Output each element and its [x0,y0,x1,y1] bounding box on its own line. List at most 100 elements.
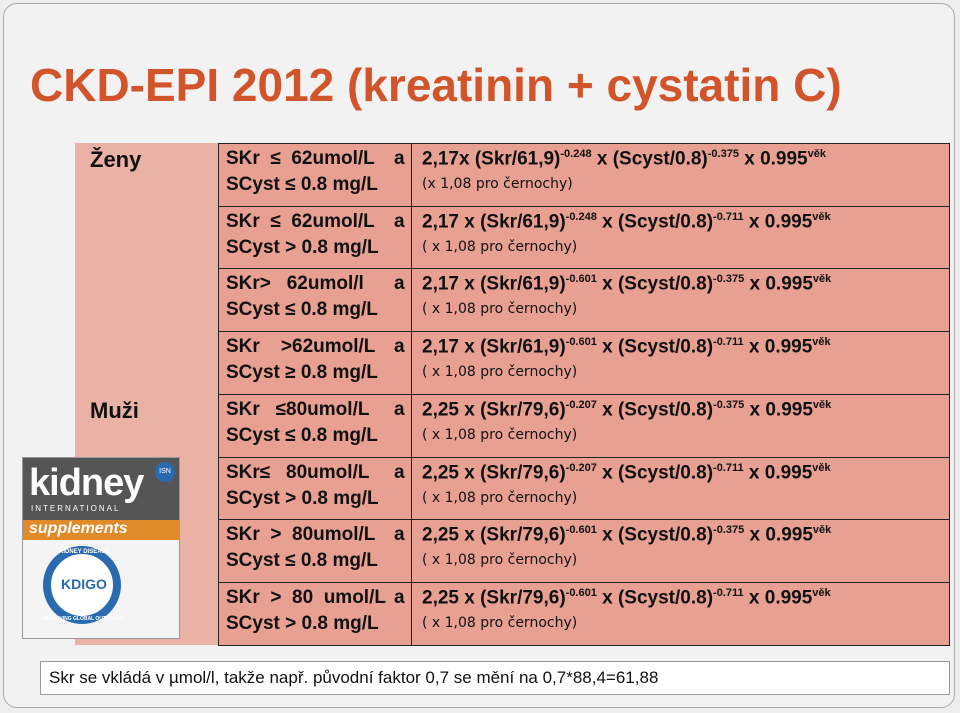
formula-part: x (Scyst/0.8) [596,461,714,483]
condition-2: SCyst ≤ 0.8 mg/L [226,424,378,446]
cover-band [23,520,179,540]
formula-part: x (Scyst/0.8) [596,273,714,295]
exponent: -0.375 [707,148,739,160]
conjunction: a [394,273,405,295]
cover-ring-bottom: IMPROVING GLOBAL OUTCOMES [43,616,125,622]
condition-2: SCyst ≤ 0.8 mg/L [226,299,378,321]
formula-note: ( x 1,08 pro černochy) [422,238,578,255]
exponent: -0.601 [565,586,597,599]
formula: 2,25 x (Skr/79,6)-0.207 x (Scyst/0.8)-0.… [422,399,831,421]
exponent: -0.207 [565,398,597,411]
exponent: věk [812,336,831,349]
condition-1: SKr> 62umol/l [226,273,364,295]
conjunction: a [394,586,405,608]
cover-brand: kidney [29,462,144,504]
formula: 2,25 x (Skr/79,6)-0.601 x (Scyst/0.8)-0.… [422,587,831,609]
exponent: -0.248 [560,148,592,160]
formula: 2,17x (Skr/61,9)-0.248 x (Scyst/0.8)-0.3… [422,148,826,170]
formula-part: x 0.995 [744,273,813,295]
condition-1: SKr > 80umol/L [226,524,376,546]
exponent: -0.601 [565,336,597,349]
condition-2: SCyst > 0.8 mg/L [226,612,379,634]
formula-part: x 0.995 [738,148,808,170]
formula-part: x (Scyst/0.8) [591,148,708,170]
exponent: -0.711 [713,336,744,349]
exponent: -0.711 [713,586,744,599]
exponent: -0.711 [713,210,744,223]
formula-part: x 0.995 [743,587,813,609]
cover-ring-top: KIDNEY DISEASE [59,549,110,555]
exponent: věk [812,461,831,474]
condition-1: SKr >62umol/L [226,336,376,358]
cover-header [23,458,179,520]
formula-part: 2,17 x (Skr/61,9) [422,211,566,233]
cell [411,143,950,208]
cell [218,205,413,270]
formula-note: ( x 1,08 pro černochy) [422,426,578,443]
cell [411,205,950,270]
formula: 2,17 x (Skr/61,9)-0.248 x (Scyst/0.8)-0.… [422,211,831,233]
cell [411,456,950,521]
formula-part: 2,17 x (Skr/61,9) [422,336,566,358]
formula: 2,25 x (Skr/79,6)-0.601 x (Scyst/0.8)-0.… [422,524,831,546]
group-label: Muži [90,397,139,423]
formula-part: x 0.995 [743,211,813,233]
cell [218,393,413,458]
exponent: věk [812,524,832,537]
formula-part: x 0.995 [744,524,813,546]
condition-1: SKr ≤80umol/L [226,398,370,420]
cell [411,519,950,584]
formula-part: 2,25 x (Skr/79,6) [422,587,566,609]
conjunction: a [394,336,405,358]
footer-box: Skr se vkládá v µmol/l, takže např. půvo… [40,661,950,695]
cover-logo: KDIGO [61,576,107,592]
condition-1: SKr≤ 80umol/L [226,461,370,483]
conjunction: a [394,210,405,232]
exponent: -0.711 [713,461,744,474]
exponent: věk [812,398,832,411]
cover-ring [43,546,121,624]
cell [218,581,413,647]
formula-part: 2,17 x (Skr/61,9) [422,273,566,295]
cover-series: supplements [29,520,128,537]
formula-part: 2,17x (Skr/61,9) [422,148,561,170]
exponent: -0.248 [565,210,597,223]
formula: 2,25 x (Skr/79,6)-0.207 x (Scyst/0.8)-0.… [422,462,831,484]
formula-part: x 0.995 [744,399,813,421]
formula: 2,17 x (Skr/61,9)-0.601 x (Scyst/0.8)-0.… [422,273,831,295]
formula-note: (x 1,08 pro černochy) [422,176,573,192]
exponent: -0.375 [713,273,745,286]
formula-part: x 0.995 [743,461,813,483]
formula-part: x (Scyst/0.8) [596,587,714,609]
exponent: věk [807,148,826,160]
formula-note: ( x 1,08 pro černochy) [422,301,578,318]
exponent: -0.207 [565,461,597,474]
formula-note: ( x 1,08 pro černochy) [422,614,578,631]
formula-note: ( x 1,08 pro černochy) [422,552,578,569]
cover-subbrand: INTERNATIONAL [31,504,121,513]
footer-note: Skr se vkládá v µmol/l, takže např. půvo… [49,668,659,687]
formula: 2,17 x (Skr/61,9)-0.601 x (Scyst/0.8)-0.… [422,336,831,358]
exponent: věk [812,273,832,286]
formula-part: x (Scyst/0.8) [596,399,714,421]
condition-1: SKr > 80 umol/L [226,586,386,608]
cell [218,456,413,521]
formula-part: 2,25 x (Skr/79,6) [422,461,566,483]
exponent: -0.375 [713,398,745,411]
condition-1: SKr ≤ 62umol/L [226,148,375,169]
title: CKD-EPI 2012 (kreatinin + cystatin C) [30,59,842,111]
formula-part: 2,25 x (Skr/79,6) [422,399,566,421]
formula-note: ( x 1,08 pro černochy) [422,489,578,506]
cover-badge: ISN [155,462,175,482]
exponent: věk [812,586,831,599]
exponent: -0.601 [565,273,597,286]
condition-2: SCyst ≥ 0.8 mg/L [226,362,378,384]
conjunction: a [394,398,405,420]
formula-part: x (Scyst/0.8) [596,336,714,358]
cell [411,581,950,647]
formula-note: ( x 1,08 pro černochy) [422,364,578,381]
condition-1: SKr ≤ 62umol/L [226,210,375,232]
cell [411,331,950,396]
conjunction: a [394,461,405,483]
condition-2: SCyst > 0.8 mg/L [226,236,379,258]
